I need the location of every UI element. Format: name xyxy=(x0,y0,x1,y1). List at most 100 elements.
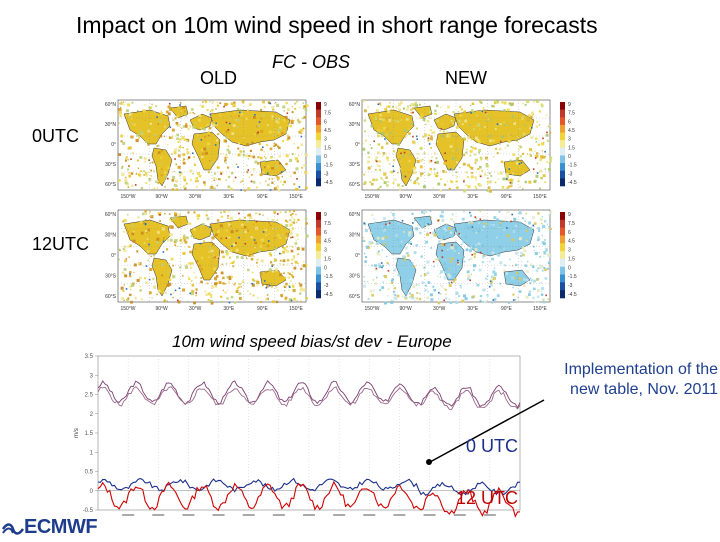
line-chart-ylabel: m/s xyxy=(74,428,80,438)
y-tick-label: 1 xyxy=(90,450,94,456)
lat-tick-label: 0° xyxy=(111,142,116,148)
lon-tick-label: 30°E xyxy=(467,194,479,200)
colorbar-tick-label: 6 xyxy=(324,119,327,125)
colorbar-tick-label: 6 xyxy=(568,119,571,125)
series-bias-0utc xyxy=(97,477,521,496)
colorbar-tick-label: 9 xyxy=(568,212,571,218)
lon-tick-label: 90°W xyxy=(399,194,412,200)
y-tick-label: -0.5 xyxy=(83,508,94,514)
colorbar-tick-label: 9 xyxy=(324,102,327,108)
colorbar-tick-label: -3 xyxy=(568,171,573,177)
y-tick-label: 1.5 xyxy=(85,431,94,437)
lat-tick-label: 60°N xyxy=(105,102,117,108)
y-tick-label: 3.5 xyxy=(85,354,94,360)
colorbar-tick-label: 9 xyxy=(568,102,571,108)
line-chart: m/s 3.5 3 2.5 2 1.5 1 0.5 0 -0.5 xyxy=(74,354,521,518)
colorbar-tick-label: -3 xyxy=(568,283,573,289)
colorbar-tick-label: 9 xyxy=(324,212,327,218)
lon-tick-label: 150°E xyxy=(289,306,303,312)
lat-tick-label: 60°S xyxy=(349,182,361,188)
colorbar-tick-label: 0 xyxy=(324,265,327,271)
implementation-annotation-text: Implementation of the new table, Nov. 20… xyxy=(564,361,718,398)
lon-tick-label: 150°E xyxy=(533,306,547,312)
y-tick-label: 2 xyxy=(90,412,94,418)
colorbar-tick-label: -4.5 xyxy=(324,292,333,298)
y-tick-label: 0 xyxy=(90,489,94,495)
series-bias-12utc xyxy=(97,480,521,518)
label-12utc: 12UTC xyxy=(32,234,90,254)
colorbar-tick-label: -4.5 xyxy=(324,180,333,186)
colorbar-tick-label: 7.5 xyxy=(324,111,331,117)
lat-tick-label: 60°S xyxy=(349,294,361,300)
y-tick-label: 0.5 xyxy=(85,470,94,476)
colorbar-tick-label: -1.5 xyxy=(568,163,577,169)
lat-tick-label: 60°N xyxy=(105,212,117,218)
colorbar-tick-label: -1.5 xyxy=(568,274,577,280)
lon-tick-label: 150°E xyxy=(533,194,547,200)
label-fc-obs: FC - OBS xyxy=(272,52,351,72)
line-chart-caption: 10m wind speed bias/st dev - Europe xyxy=(172,332,452,351)
lon-tick-label: 30°W xyxy=(433,306,446,312)
colorbar-tick-label: 1.5 xyxy=(568,256,575,262)
colorbar-tick-label: 0 xyxy=(324,154,327,160)
colorbar-tick-label: 3 xyxy=(568,137,571,143)
lat-tick-label: 30°N xyxy=(105,122,117,128)
page-title: Impact on 10m wind speed in short range … xyxy=(76,12,598,38)
ecmwf-logo-icon xyxy=(1,519,25,535)
lon-tick-label: 90°W xyxy=(399,306,412,312)
lon-tick-label: 90°E xyxy=(501,194,513,200)
lon-tick-label: 90°E xyxy=(257,194,269,200)
lon-tick-label: 30°W xyxy=(433,194,446,200)
colorbar-tick-label: 4.5 xyxy=(324,239,331,245)
lon-tick-label: 150°W xyxy=(120,194,135,200)
y-tick-label: 3 xyxy=(90,373,94,379)
colorbar-tick-label: -4.5 xyxy=(568,292,577,298)
lat-tick-label: 30°S xyxy=(105,162,117,168)
ecmwf-logo-text: ECMWF xyxy=(24,516,98,538)
lat-tick-label: 0° xyxy=(355,142,360,148)
colorbar-tick-label: 3 xyxy=(324,248,327,254)
colorbar-tick-label: 1.5 xyxy=(324,256,331,262)
lat-tick-label: 30°S xyxy=(105,274,117,280)
series-12utc-label: 12 UTC xyxy=(456,488,519,508)
lat-tick-label: 30°S xyxy=(349,274,361,280)
lat-tick-label: 60°N xyxy=(349,102,361,108)
lon-tick-label: 90°E xyxy=(257,306,269,312)
colorbar-tick-label: -3 xyxy=(324,171,329,177)
line-chart-axes: m/s 3.5 3 2.5 2 1.5 1 0.5 0 -0.5 xyxy=(74,354,521,518)
annotation-arrow xyxy=(426,399,545,465)
series-stdev-12utc xyxy=(97,386,521,410)
colorbar-tick-label: 4.5 xyxy=(568,239,575,245)
lat-tick-label: 60°S xyxy=(105,294,117,300)
lon-tick-label: 30°W xyxy=(189,306,202,312)
lon-tick-label: 90°W xyxy=(155,194,168,200)
colorbar-tick-label: -4.5 xyxy=(568,180,577,186)
colorbar-tick-label: 3 xyxy=(324,137,327,143)
lon-tick-label: 90°W xyxy=(155,306,168,312)
lat-tick-label: 30°S xyxy=(349,162,361,168)
colorbar-tick-label: -3 xyxy=(324,283,329,289)
series-0utc-label: 0 UTC xyxy=(466,436,519,456)
lon-tick-label: 150°E xyxy=(289,194,303,200)
lat-tick-label: 30°N xyxy=(349,122,361,128)
label-new: NEW xyxy=(445,68,487,88)
colorbar-tick-label: 7.5 xyxy=(568,221,575,227)
lon-tick-label: 150°W xyxy=(120,306,135,312)
lat-tick-label: 60°N xyxy=(349,212,361,218)
label-old: OLD xyxy=(200,68,238,88)
ecmwf-logo: ECMWF xyxy=(1,516,98,539)
lon-tick-label: 150°W xyxy=(364,194,379,200)
colorbar-tick-label: 7.5 xyxy=(568,111,575,117)
colorbar-tick-label: 7.5 xyxy=(324,221,331,227)
y-tick-label: 2.5 xyxy=(85,393,94,399)
label-0utc: 0UTC xyxy=(32,126,80,146)
lat-tick-label: 0° xyxy=(355,253,360,259)
colorbar-tick-label: 6 xyxy=(568,230,571,236)
colorbar-tick-label: 1.5 xyxy=(568,145,575,151)
colorbar-tick-label: 4.5 xyxy=(324,128,331,134)
implementation-annotation: Implementation of the new table, Nov. 20… xyxy=(540,360,718,400)
colorbar-tick-label: 4.5 xyxy=(568,128,575,134)
